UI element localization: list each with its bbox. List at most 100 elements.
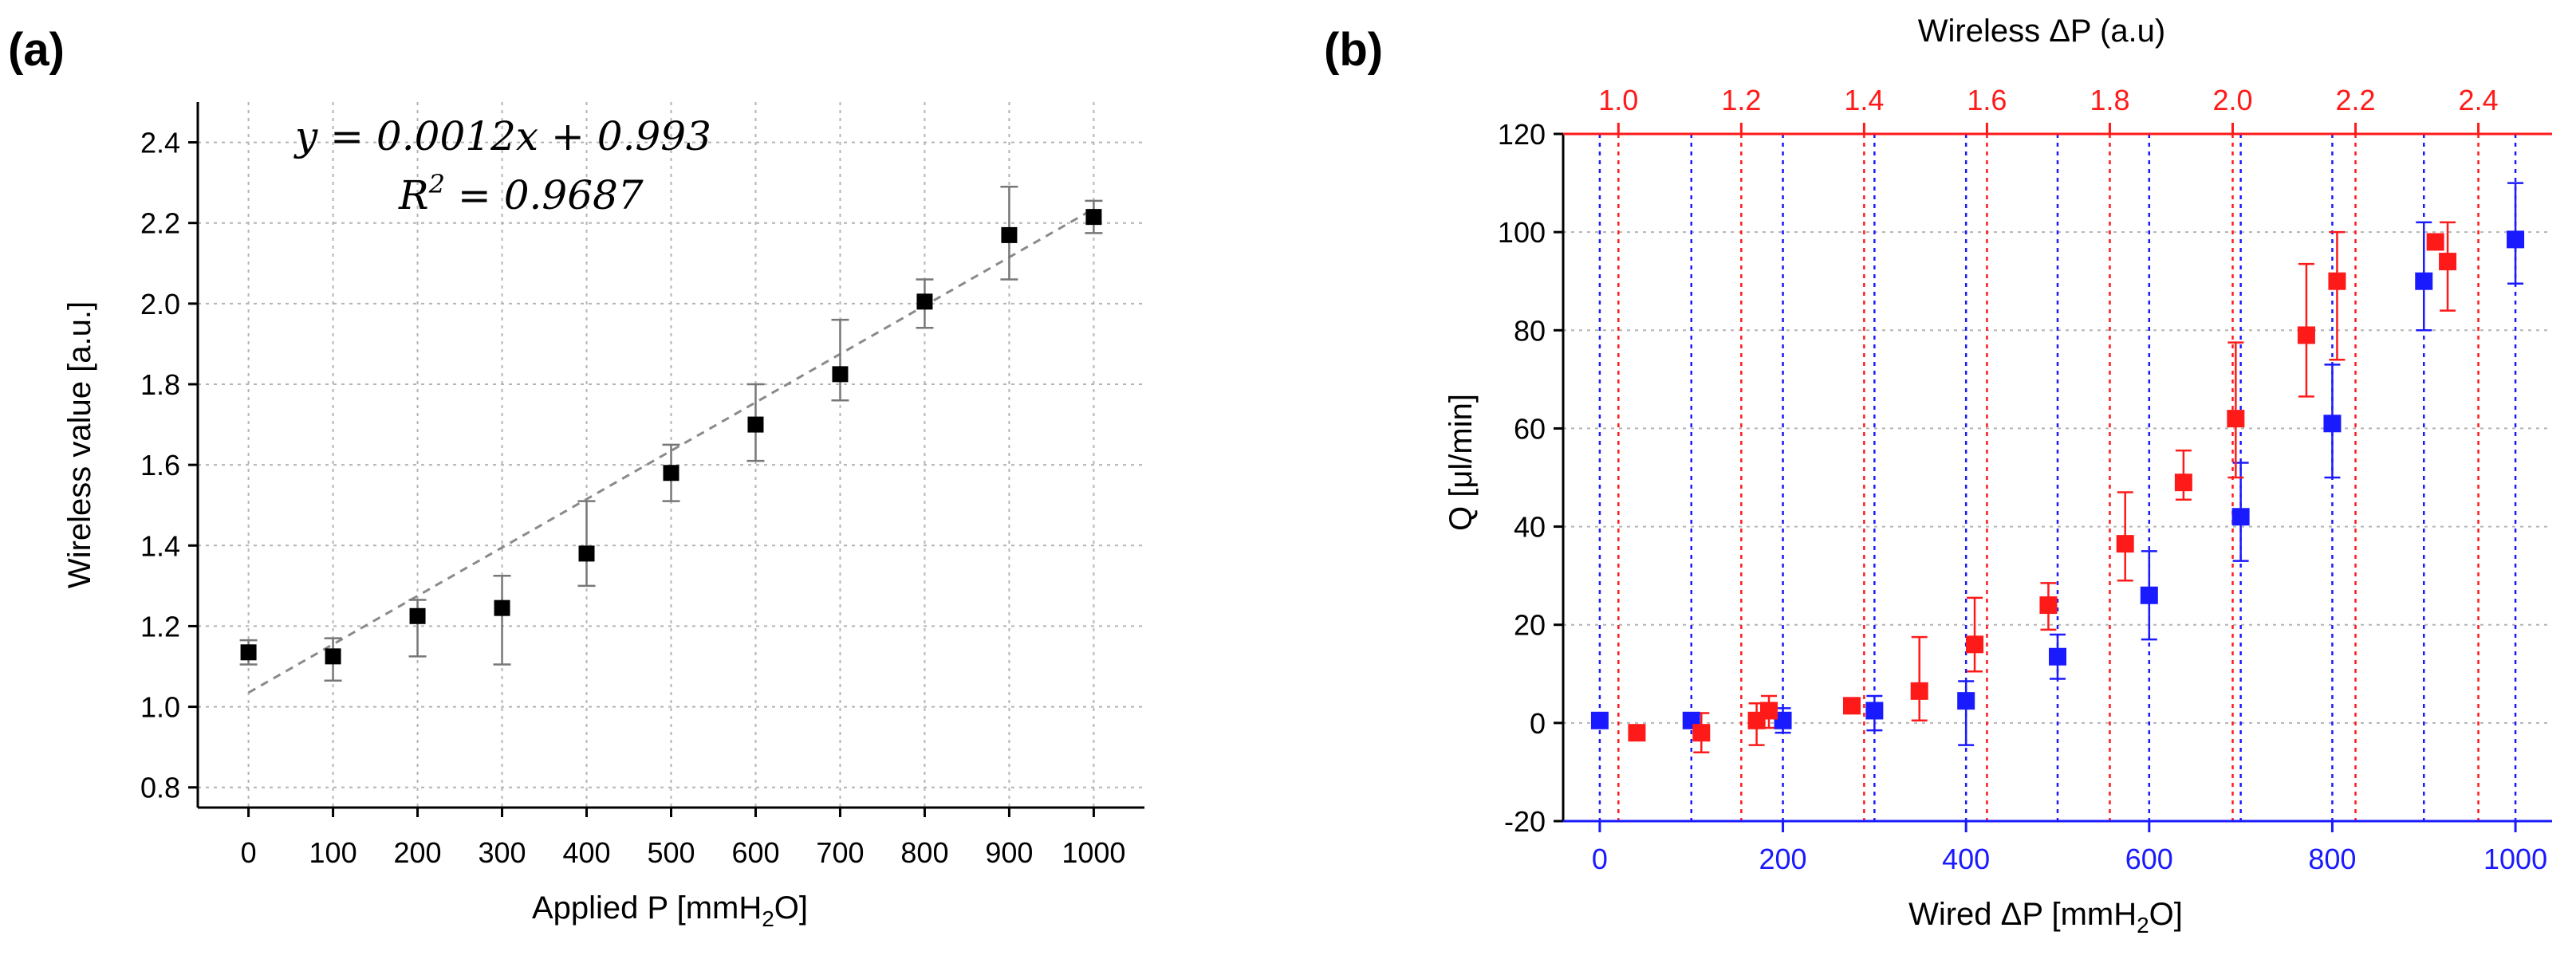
panel-b-red-point-11 bbox=[2297, 326, 2315, 344]
panel-b-blue-point-10 bbox=[2507, 230, 2525, 249]
panel-a-point-4 bbox=[578, 545, 595, 562]
panel-a-x-tick-label-8: 800 bbox=[900, 836, 948, 869]
panel-a-point-0 bbox=[240, 644, 257, 661]
panel-a-r-squared: R2 = 0.9687 bbox=[398, 169, 644, 218]
panel-a-y-tick-labels: 0.8 1.0 1.2 1.4 1.6 1.8 2.0 2.2 2.4 bbox=[140, 127, 180, 804]
panel-b-red-point-8 bbox=[2116, 535, 2134, 553]
panel-a-point-7 bbox=[832, 366, 849, 383]
panel-a-x-tick-label-3: 300 bbox=[478, 836, 526, 869]
panel-b-blue-point-4 bbox=[1957, 692, 1975, 710]
panel-b-top-tick-labels: 1.0 1.2 1.4 1.6 1.8 2.0 2.2 2.4 bbox=[1598, 84, 2498, 116]
panel-a-axes bbox=[188, 102, 1144, 817]
panel-b-blue-point-2 bbox=[1774, 711, 1792, 729]
panel-b-y-tick-label-3: 40 bbox=[1514, 511, 1546, 544]
panel-a-point-6 bbox=[747, 416, 764, 433]
panel-a-x-tick-label-4: 400 bbox=[562, 836, 610, 869]
panel-a-y-tick-label-3: 1.4 bbox=[140, 529, 180, 562]
panel-b-y-tick-label-5: 80 bbox=[1514, 314, 1546, 347]
panel-b-top-tick-label-1: 1.2 bbox=[1721, 84, 1761, 116]
panel-a-x-tick-label-9: 900 bbox=[985, 836, 1033, 869]
panel-a-fit-line-path bbox=[247, 207, 1095, 694]
panel-a-x-tick-label-5: 500 bbox=[647, 836, 695, 869]
panel-a-y-tick-label-6: 2.0 bbox=[140, 288, 180, 320]
panel-b-top-tick-label-5: 2.0 bbox=[2212, 84, 2252, 116]
panel-b-blue-point-0 bbox=[1590, 711, 1609, 729]
panel-a-y-tick-label-4: 1.6 bbox=[140, 449, 180, 482]
panel-b-y-axis-title: Q [μl/min] bbox=[1444, 394, 1479, 531]
panel-b-blue-point-8 bbox=[2323, 415, 2342, 433]
panel-b-red-point-10 bbox=[2227, 410, 2245, 428]
panel-a-fit-equation: y = 0.0012x + 0.993 bbox=[293, 113, 711, 159]
panel-a-point-5 bbox=[663, 465, 679, 482]
panel-b-blue-point-3 bbox=[1865, 702, 1884, 720]
panel-b-label: (b) bbox=[1324, 24, 1383, 76]
panel-a-point-2 bbox=[409, 607, 426, 624]
panel-b-y-tick-labels: -20 0 20 40 60 80 100 120 bbox=[1498, 118, 1546, 838]
panel-b-top-axis-title: Wireless ΔP (a.u) bbox=[1918, 14, 2166, 49]
panel-a-x-tick-label-2: 200 bbox=[394, 836, 442, 869]
panel-b-top-tick-label-3: 1.6 bbox=[1967, 84, 2007, 116]
panel-a-fit-line bbox=[247, 207, 1095, 694]
panel-b: (b) Wireless ΔP (a.u) 0 200 400 600 800 1000 … bbox=[1324, 14, 2552, 938]
panel-b-y-tick-label-6: 100 bbox=[1498, 216, 1546, 249]
panel-b-red-point-9 bbox=[2174, 474, 2192, 492]
panel-b-blue-point-5 bbox=[2049, 647, 2066, 666]
panel-b-bottom-axis-title: Wired ΔP [mmH2O] bbox=[1908, 897, 2183, 938]
panel-a-y-axis-title: Wireless value [a.u.] bbox=[62, 301, 97, 588]
panel-b-y-tick-label-4: 60 bbox=[1514, 412, 1546, 445]
panel-b-blue-point-6 bbox=[2140, 586, 2158, 604]
panel-b-reference-lines bbox=[1598, 134, 2517, 821]
panel-a-point-9 bbox=[1001, 226, 1018, 243]
panel-a-x-tick-label-10: 1000 bbox=[1062, 836, 1125, 869]
panel-b-top-tick-label-4: 1.8 bbox=[2090, 84, 2129, 116]
panel-b-red-point-12 bbox=[2328, 272, 2346, 290]
panel-b-bottom-tick-label-4: 800 bbox=[2308, 843, 2356, 875]
panel-b-red-point-0 bbox=[1628, 724, 1646, 742]
panel-b-top-tick-label-0: 1.0 bbox=[1598, 84, 1638, 116]
panel-b-top-tick-label-2: 1.4 bbox=[1844, 84, 1884, 116]
panel-a-x-tick-label-6: 600 bbox=[731, 836, 779, 869]
panel-b-y-tick-label-2: 20 bbox=[1514, 609, 1546, 642]
panel-b-bottom-tick-labels: 0 200 400 600 800 1000 bbox=[1592, 843, 2547, 875]
panel-a-point-10 bbox=[1085, 209, 1102, 226]
panel-b-bottom-tick-label-2: 400 bbox=[1942, 843, 1990, 875]
panel-a-y-tick-label-1: 1.0 bbox=[140, 691, 180, 724]
panel-b-axes bbox=[1554, 123, 2552, 832]
panel-b-y-tick-label-1: 0 bbox=[1530, 707, 1546, 740]
panel-a-points bbox=[240, 209, 1102, 665]
panel-b-red-point-3 bbox=[1760, 702, 1778, 720]
panel-a-point-8 bbox=[916, 293, 933, 310]
panel-a-x-tick-label-1: 100 bbox=[309, 836, 357, 869]
panel-a-y-tick-label-5: 1.8 bbox=[140, 368, 180, 401]
panel-b-bottom-tick-label-3: 600 bbox=[2125, 843, 2173, 875]
panel-b-y-tick-label-7: 120 bbox=[1498, 118, 1546, 151]
panel-b-top-tick-label-7: 2.4 bbox=[2459, 84, 2499, 116]
panel-a-x-tick-label-0: 0 bbox=[241, 836, 257, 869]
panel-a-x-tick-labels: 0 100 200 300 400 500 600 700 800 900 1000 bbox=[241, 836, 1126, 869]
panel-b-y-tick-label-0: -20 bbox=[1504, 805, 1546, 838]
panel-b-red-point-4 bbox=[1842, 697, 1861, 715]
panel-a-label: (a) bbox=[8, 24, 65, 76]
panel-b-bottom-tick-label-1: 200 bbox=[1759, 843, 1807, 875]
panel-a-y-tick-label-0: 0.8 bbox=[140, 772, 180, 804]
panel-a-y-tick-label-2: 1.2 bbox=[140, 610, 180, 643]
panel-a-y-tick-label-8: 2.4 bbox=[140, 127, 180, 159]
panel-b-red-point-14 bbox=[2439, 253, 2457, 271]
panel-a-point-1 bbox=[325, 648, 341, 665]
panel-a-x-tick-label-7: 700 bbox=[816, 836, 864, 869]
panel-b-blue-point-7 bbox=[2231, 508, 2250, 526]
panel-b-bottom-tick-label-5: 1000 bbox=[2483, 843, 2547, 875]
panel-b-top-tick-label-6: 2.2 bbox=[2336, 84, 2376, 116]
panel-b-red-point-7 bbox=[2039, 596, 2058, 615]
panel-a: (a) 0 100 200 300 400 500 600 700 800 900 1000 0.8… bbox=[8, 24, 1144, 931]
panel-b-red-point-1 bbox=[1692, 724, 1711, 742]
panel-a-y-tick-label-7: 2.2 bbox=[140, 207, 180, 240]
panel-b-red-point-13 bbox=[2426, 233, 2444, 251]
panel-b-points bbox=[1590, 230, 2525, 742]
panel-b-red-point-6 bbox=[1966, 635, 1984, 654]
panel-b-red-point-5 bbox=[1910, 682, 1928, 700]
panel-a-x-axis-title: Applied P [mmH2O] bbox=[532, 890, 808, 931]
panel-a-point-3 bbox=[494, 599, 510, 616]
